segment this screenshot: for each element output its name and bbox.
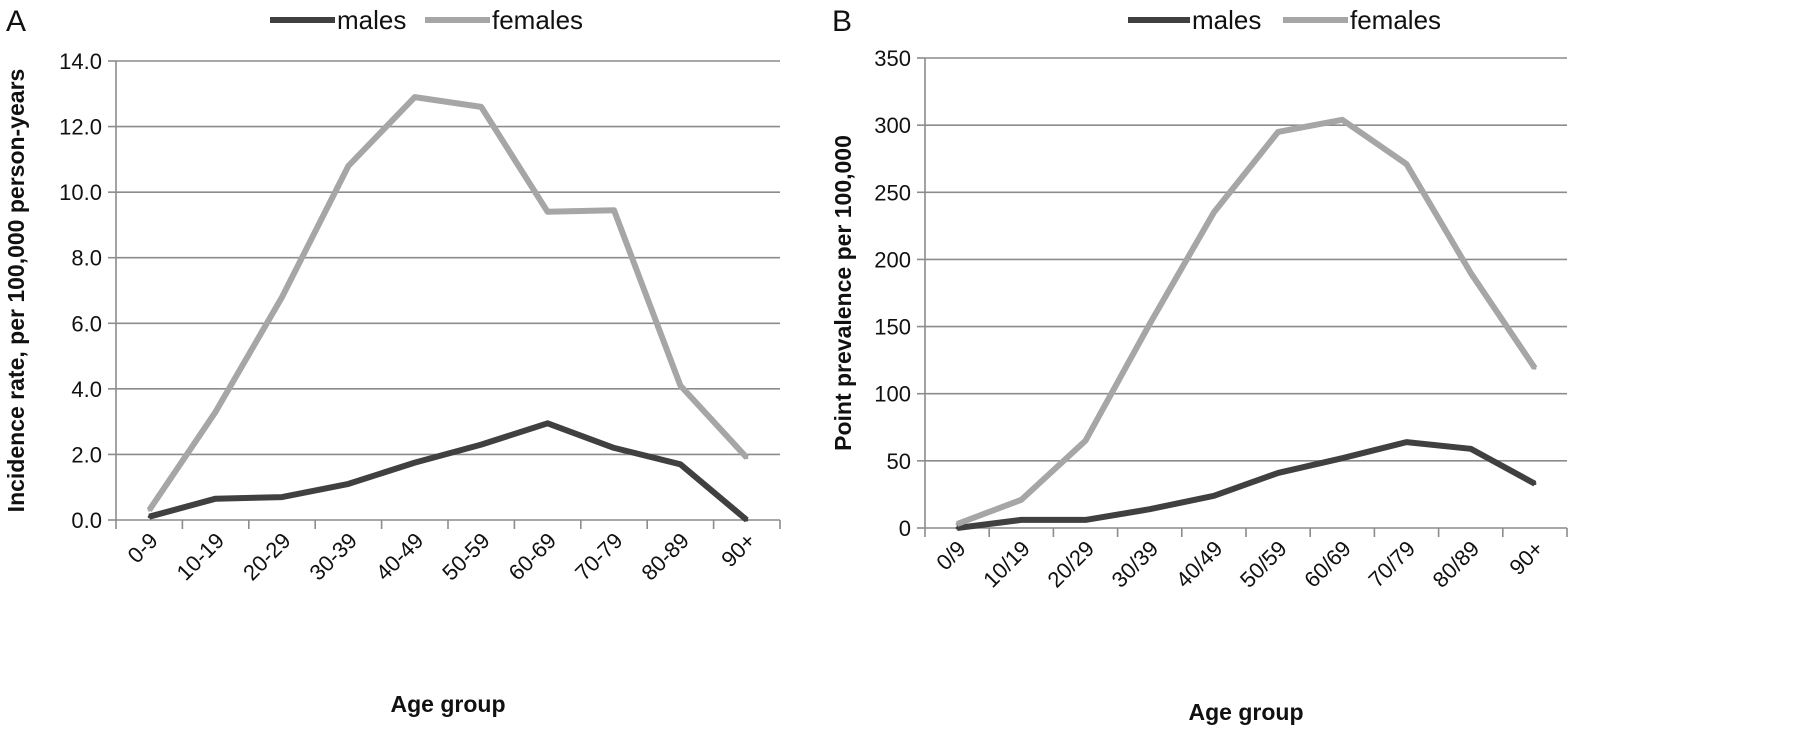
x-tick-label: 20-29: [238, 528, 295, 585]
data-point-males: [1019, 518, 1023, 522]
data-point-females: [1533, 366, 1537, 370]
y-tick-label: 250: [874, 180, 911, 205]
data-point-females: [745, 456, 749, 460]
data-point-males: [1148, 507, 1152, 511]
data-point-males: [546, 421, 550, 425]
y-tick-label: 14.0: [59, 49, 102, 74]
x-tick-label: 70-79: [570, 528, 627, 585]
y-tick-label: 4.0: [71, 377, 102, 402]
x-tick-label: 30-39: [304, 528, 361, 585]
data-point-females: [678, 384, 682, 388]
y-tick-label: 100: [874, 382, 911, 407]
x-tick-label: 90+: [716, 528, 760, 572]
x-tick-label: 30/39: [1107, 536, 1164, 593]
data-point-males: [1469, 447, 1473, 451]
data-point-males: [1340, 456, 1344, 460]
data-point-females: [1405, 162, 1408, 166]
data-point-males: [413, 461, 417, 465]
y-tick-label: 50: [887, 449, 911, 474]
data-point-males: [1084, 518, 1087, 522]
data-point-females: [1340, 118, 1344, 122]
data-point-females: [955, 522, 959, 526]
data-point-males: [612, 446, 616, 450]
series-line-females: [146, 94, 750, 512]
panel-b: B 0 50 100 150 200 250 300 350 0/9 10/19 20/29 30/39…: [830, 5, 1568, 725]
y-tick-label: 8.0: [71, 246, 102, 271]
legend-label-males: males: [337, 5, 406, 35]
x-tick-label: 0/9: [931, 536, 970, 575]
series-line-males: [956, 439, 1537, 531]
x-tick-label: 10/19: [978, 536, 1035, 593]
x-tick-label: 80-89: [636, 528, 693, 585]
series-line-females: [956, 116, 1538, 527]
data-point-females: [147, 508, 151, 512]
data-point-females: [1212, 210, 1216, 214]
data-point-males: [1405, 440, 1408, 444]
x-axis-title: Age group: [391, 691, 506, 717]
data-point-males: [1212, 494, 1216, 498]
data-point-females: [1148, 322, 1152, 326]
data-point-females: [214, 410, 218, 414]
panel-label: B: [832, 5, 852, 38]
y-tick-label: 0.0: [71, 508, 102, 533]
y-axis-title: Point prevalence per 100,000: [830, 135, 856, 451]
x-tick-label: 60/69: [1299, 536, 1356, 593]
y-tick-label: 2.0: [71, 442, 102, 467]
x-tick-label: 40-49: [371, 528, 428, 585]
data-point-females: [1019, 498, 1023, 502]
legend-label-males: males: [1192, 5, 1261, 35]
y-tick-label: 0: [899, 516, 911, 541]
data-point-females: [346, 164, 350, 168]
x-tick-label: 80/89: [1428, 536, 1485, 593]
y-tick-label: 200: [874, 247, 911, 272]
data-point-males: [346, 482, 350, 486]
data-point-males: [955, 526, 959, 530]
data-point-males: [214, 497, 218, 501]
data-point-males: [745, 518, 749, 522]
x-tick-label: 20/29: [1042, 536, 1099, 593]
data-point-females: [1084, 439, 1087, 443]
y-tick-label: 300: [874, 113, 911, 138]
data-point-females: [479, 105, 483, 109]
panel-a: A 0.0 2.0 4.0 6.0 8.0 10.0 12.0 14.0 0-9 10-19 20-2…: [3, 5, 781, 717]
x-tick-label: 10-19: [172, 528, 229, 585]
data-point-females: [1469, 271, 1473, 275]
data-point-males: [147, 515, 151, 519]
data-point-males: [479, 443, 483, 447]
x-tick-label: 70/79: [1363, 536, 1420, 593]
x-tick-label: 0-9: [123, 528, 163, 568]
data-point-females: [612, 208, 616, 212]
y-tick-label: 12.0: [59, 115, 102, 140]
data-point-females: [1276, 130, 1280, 134]
x-tick-label: 90+: [1504, 536, 1548, 580]
y-axis-title: Incidence rate, per 100,000 person-years: [3, 69, 29, 513]
x-tick-label: 40/49: [1171, 536, 1228, 593]
panel-label: A: [6, 5, 26, 38]
data-point-females: [546, 210, 550, 214]
legend-label-females: females: [1350, 5, 1441, 35]
y-tick-label: 10.0: [59, 180, 102, 205]
y-tick-label: 6.0: [71, 311, 102, 336]
data-point-males: [280, 495, 284, 499]
x-tick-label: 50/59: [1235, 536, 1292, 593]
data-point-males: [678, 462, 682, 466]
x-axis-title: Age group: [1189, 699, 1304, 725]
y-tick-label: 350: [874, 46, 911, 71]
data-point-females: [280, 295, 284, 299]
x-tick-label: 60-69: [504, 528, 561, 585]
legend-label-females: females: [492, 5, 583, 35]
data-point-males: [1533, 482, 1537, 486]
y-tick-label: 150: [874, 315, 911, 340]
data-point-males: [1276, 471, 1280, 475]
data-point-females: [413, 95, 417, 99]
x-tick-label: 50-59: [437, 528, 494, 585]
series-line-males: [148, 420, 749, 523]
